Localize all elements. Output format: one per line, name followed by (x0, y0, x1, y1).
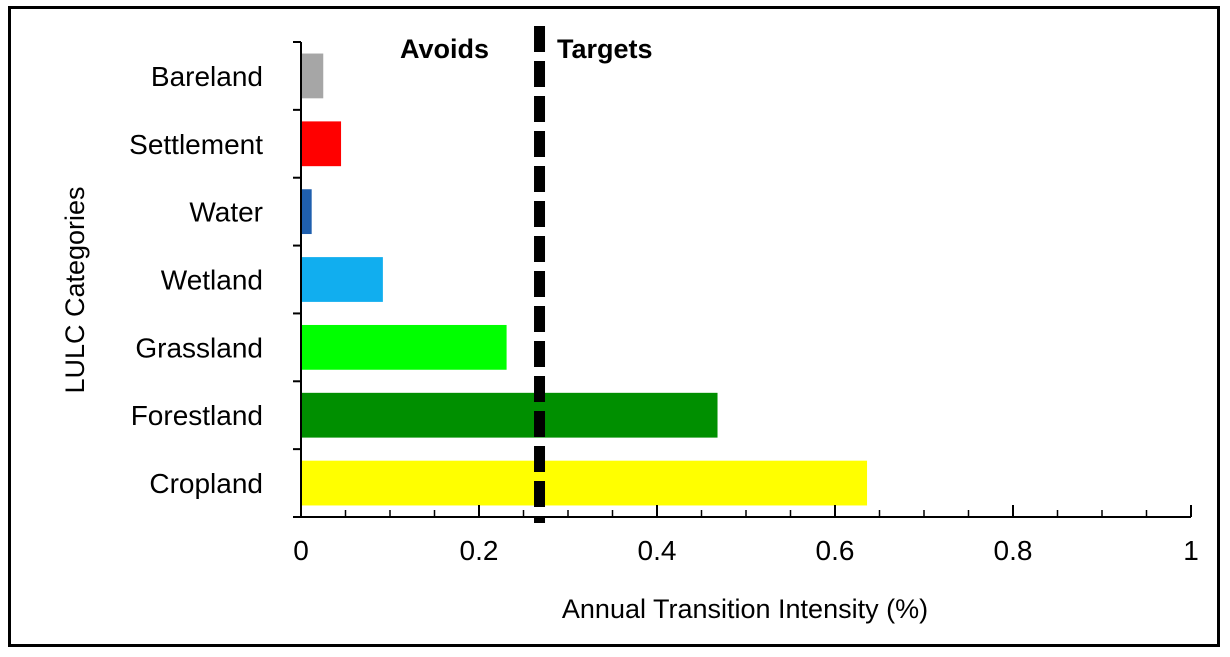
y-tick-label-water: Water (189, 197, 263, 228)
bar-forestland (301, 392, 718, 438)
x-axis-title: Annual Transition Intensity (%) (562, 594, 928, 624)
x-tick-label: 0.6 (816, 535, 855, 566)
y-tick-label-settlement: Settlement (129, 129, 263, 160)
x-tick-label: 0 (293, 535, 309, 566)
x-tick-label: 1 (1183, 535, 1199, 566)
chart-frame: Bareland Settlement Water Wetland Grassland F… (8, 6, 1220, 647)
bar-chart: Bareland Settlement Water Wetland Grassland F… (60, 26, 1199, 624)
y-tick-label-wetland: Wetland (161, 265, 263, 296)
bars (301, 53, 868, 506)
bar-water (301, 189, 312, 235)
y-tick-label-cropland: Cropland (149, 468, 263, 499)
x-tick-label: 0.8 (994, 535, 1033, 566)
bar-wetland (301, 257, 383, 302)
avoids-annotation: Avoids (400, 34, 489, 64)
y-tick-label-forestland: Forestland (131, 400, 263, 431)
targets-annotation: Targets (557, 34, 653, 64)
labels: Annual Transition Intensity (%) LULC Cat… (60, 34, 928, 624)
bar-bareland (301, 53, 324, 99)
x-tick-label: 0.4 (638, 535, 677, 566)
y-axis-title: LULC Categories (60, 186, 90, 393)
x-tick-label: 0.2 (460, 535, 499, 566)
y-tick-label-grassland: Grassland (135, 332, 263, 363)
bar-cropland (301, 460, 868, 506)
axes: Bareland Settlement Water Wetland Grassland F… (129, 41, 1199, 566)
bar-settlement (301, 121, 342, 167)
bar-grassland (301, 324, 507, 370)
y-tick-label-bareland: Bareland (151, 61, 263, 92)
